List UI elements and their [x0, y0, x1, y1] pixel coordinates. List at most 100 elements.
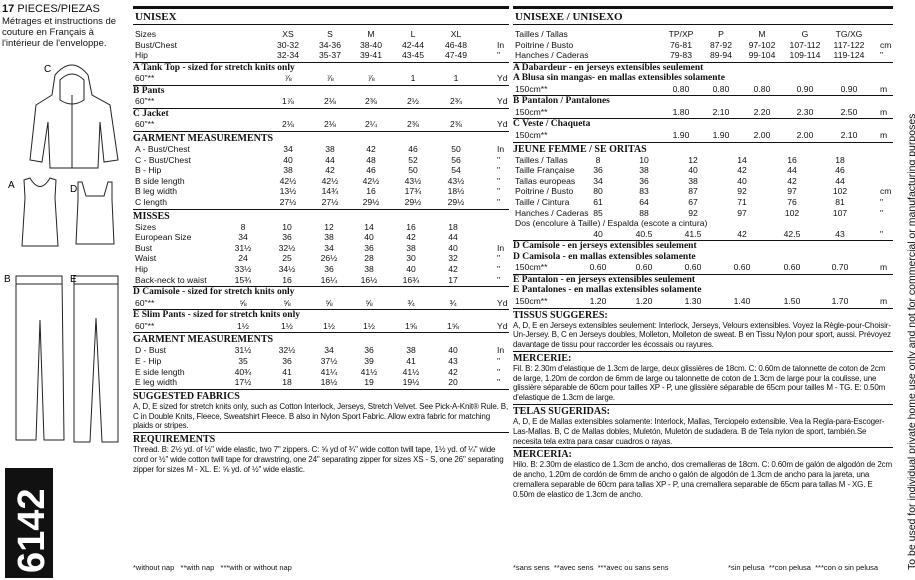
unit: ": [497, 175, 501, 186]
section-header: UNISEXE / UNISEXO: [513, 6, 893, 25]
size-cell: 29½: [362, 197, 380, 208]
size-cell: 42.5: [783, 228, 801, 239]
row-label: Sizes: [135, 29, 157, 39]
size-cell: 8: [240, 221, 246, 232]
row-label: 60"**: [135, 119, 155, 130]
size-cell: 2⅛: [324, 119, 336, 130]
row-label: Hanches / Caderas: [515, 50, 589, 61]
table-row: Tailles / Tallas TP/XP P M G TG/XG: [513, 29, 893, 40]
size-cell: 43½: [404, 175, 422, 186]
view-heading: D Camisole - sized for stretch knits onl…: [133, 286, 509, 298]
unit: m: [880, 129, 888, 140]
unit: ": [497, 154, 501, 165]
size-cell: 117-122: [833, 39, 865, 50]
size-cell: 32-34: [277, 50, 299, 61]
table-row: B side length 42½ 42½ 42½ 43½ 43½ ": [133, 176, 509, 187]
unit: ": [880, 228, 884, 239]
size-cell: 2⅜: [407, 119, 419, 130]
line-drawings: [15, 64, 119, 443]
table-row: Sizes XS S M L XL: [133, 29, 509, 40]
size-cell: 102: [784, 207, 800, 218]
row-label: 150cm**: [515, 295, 548, 306]
size-cell: XL: [450, 29, 462, 39]
size-cell: 1.20: [635, 295, 653, 306]
table-row: Taille Française 36 38 40 42 44 46: [513, 165, 893, 176]
size-cell: ⅝: [239, 297, 247, 308]
row-label: 150cm**: [515, 262, 548, 273]
size-cell: 1½: [323, 320, 335, 331]
unit: ": [497, 366, 501, 377]
pattern-number: 6142: [11, 488, 53, 573]
size-cell: 12: [688, 154, 698, 165]
size-cell: 107-112: [789, 39, 821, 50]
size-cell: 1.80: [672, 106, 690, 117]
table-row: 150cm** 1.90 1.90 2.00 2.00 2.10 m: [513, 130, 893, 141]
row-label: D - Bust: [135, 345, 167, 356]
size-cell: 38: [283, 165, 293, 176]
size-cell: 17¾: [404, 186, 422, 197]
size-cell: 0.60: [733, 262, 751, 273]
table-row: 60"** 1½ 1½ 1½ 1½ 1⅝ 1⅝ Yd: [133, 321, 509, 332]
row-label: E - Hip: [135, 355, 162, 366]
size-cell: 18½: [447, 186, 465, 197]
size-cell: 1½: [363, 320, 375, 331]
size-cell: 76: [787, 196, 797, 207]
row-label: Hip: [135, 264, 148, 274]
size-cell: ⅝: [365, 297, 373, 308]
size-cell: 47-49: [445, 50, 467, 61]
table-row: Hanches / Caderas 79-83 89-94 99-104 109-114…: [513, 50, 893, 61]
paragraph: Fil. B: 2.30m d'elastique de 1.3cm de la…: [513, 363, 886, 403]
size-cell: 102: [832, 186, 848, 197]
size-cell: 42½: [321, 175, 339, 186]
size-cell: 38: [324, 232, 334, 243]
row-label: Hip: [135, 50, 148, 61]
unit: Yd: [497, 96, 508, 107]
size-cell: 16¼: [320, 274, 338, 285]
size-cell: 83: [639, 186, 649, 197]
row-label: Tailles / Tallas: [515, 154, 568, 165]
size-cell: 18½: [320, 377, 338, 388]
size-cell: 42: [737, 165, 747, 176]
size-cell: 43: [835, 228, 845, 239]
size-cell: 42: [366, 144, 376, 155]
table-row: 60"** ⅝ ⅝ ⅝ ⅝ ¾ ¾ Yd: [133, 298, 509, 309]
size-cell: 38: [639, 165, 649, 176]
size-cell: 18: [448, 221, 458, 232]
section-heading: GARMENT MEASUREMENTS: [133, 332, 509, 345]
size-cell: 0.90: [796, 83, 814, 94]
view-heading: D Camisole - en jerseys extensibles seul…: [513, 240, 893, 252]
paragraph: Hilo. B: 2.30m de elastico de 1.3cm de a…: [513, 460, 892, 499]
size-cell: 0.60: [589, 262, 607, 273]
size-cell: 2⅛: [282, 119, 294, 130]
size-cell: 1½: [237, 320, 249, 331]
row-label: Tallas europeas: [515, 175, 576, 186]
view-letter: D: [70, 184, 77, 195]
size-cell: 25: [282, 253, 292, 264]
size-cell: 2.10: [712, 106, 730, 117]
size-cell: 92: [688, 207, 698, 218]
table-row: 150cm** 1.80 2.10 2.20 2.30 2.50 m: [513, 107, 893, 118]
size-cell: 35: [238, 355, 248, 366]
unit: In: [497, 144, 505, 155]
size-cell: 1.20: [589, 295, 607, 306]
size-cell: 48: [366, 154, 376, 165]
paragraph: A, D, E de Mallas extensibles solamente:…: [513, 417, 885, 446]
size-cell: 38: [364, 264, 374, 274]
size-cell: 44: [835, 175, 845, 186]
jacket-drawing: [29, 64, 119, 169]
size-cell: 42: [787, 175, 797, 186]
view-heading: A Dabardeur - en jerseys extensibles seu…: [513, 61, 893, 74]
row-label: 150cm**: [515, 106, 548, 117]
view-heading: B Pantalon / Pantalones: [513, 95, 893, 107]
size-cell: 109-114: [789, 50, 821, 61]
camisole-drawing: [75, 181, 115, 245]
unit: In: [497, 242, 505, 253]
section-heading: GARMENT MEASUREMENTS: [133, 131, 509, 144]
unit: m: [880, 295, 888, 306]
size-cell: 56: [451, 154, 461, 165]
section-heading: MISSES: [133, 208, 509, 222]
size-cell: 34: [238, 232, 248, 243]
size-cell: 34: [324, 345, 334, 356]
table-row: 40 40.5 41.5 42 42.5 43 ": [513, 229, 893, 240]
size-cell: 14: [364, 221, 374, 232]
